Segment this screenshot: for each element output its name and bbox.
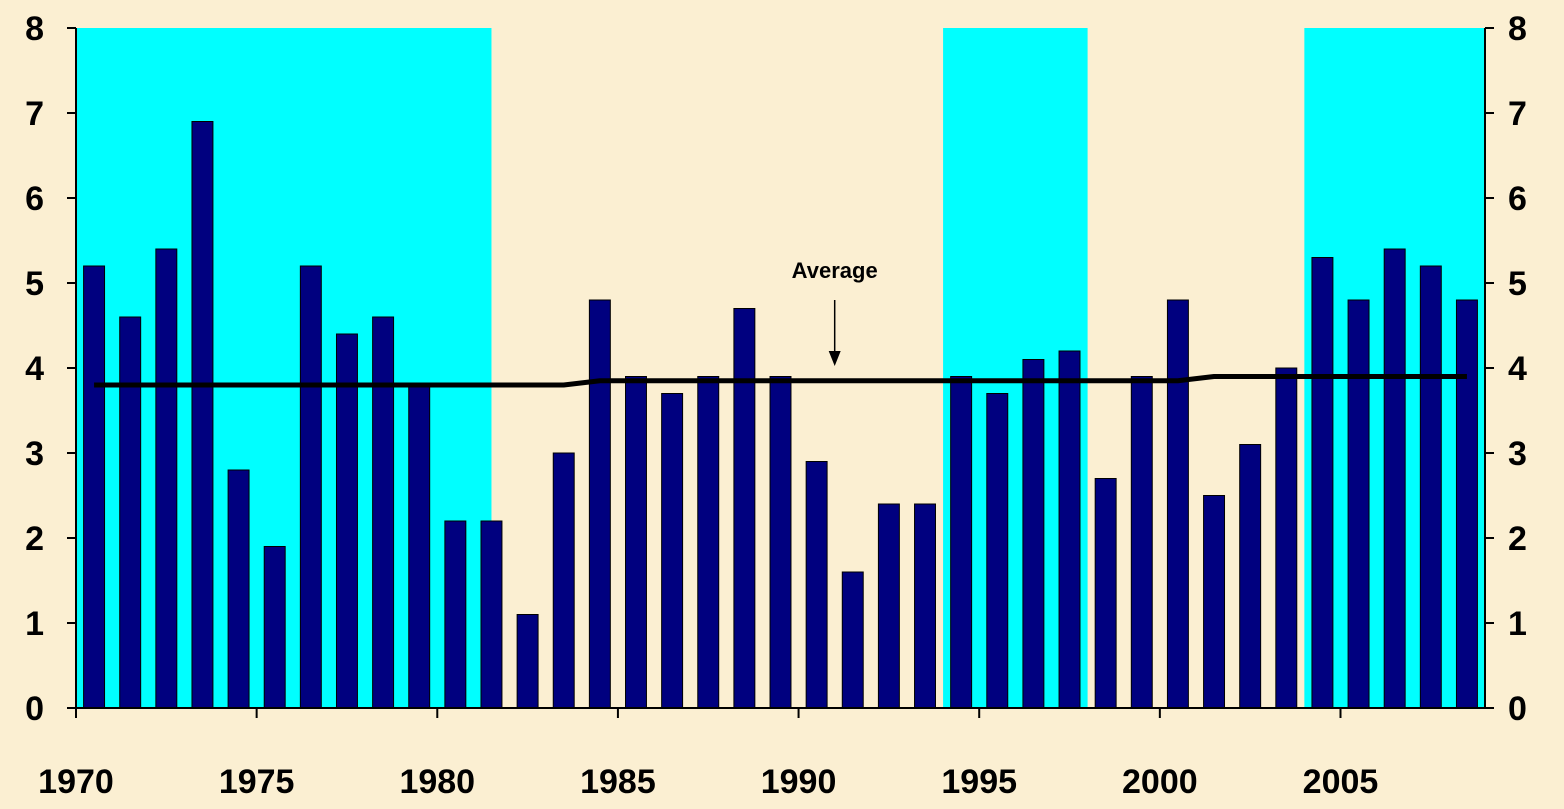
- bar-2002: [1239, 444, 1262, 709]
- x-tick-label-1980: 1980: [399, 763, 475, 801]
- bar-1970: [83, 265, 106, 709]
- x-tick-label-1975: 1975: [219, 763, 295, 801]
- bar-1999: [1130, 376, 1153, 709]
- bar-1981: [480, 520, 503, 709]
- y-tick-label-right-2: 2: [1508, 520, 1527, 558]
- bar-1980: [444, 520, 467, 709]
- bar-1994: [950, 376, 973, 709]
- bar-2003: [1275, 367, 1298, 709]
- bar-2001: [1203, 495, 1226, 709]
- x-tick-label-2005: 2005: [1303, 763, 1379, 801]
- y-tick-label-left-6: 6: [25, 180, 44, 218]
- bar-1985: [625, 376, 647, 709]
- y-tick-label-right-6: 6: [1508, 180, 1527, 218]
- bar-2008: [1455, 299, 1478, 709]
- x-tick-label-1990: 1990: [761, 763, 837, 801]
- bars: [83, 121, 1478, 709]
- bar-1982: [516, 614, 539, 709]
- bar-1988: [733, 308, 756, 709]
- annotation-arrow-head: [828, 351, 841, 366]
- bar-1996: [1022, 359, 1045, 709]
- bar-1971: [119, 316, 142, 709]
- y-tick-label-right-7: 7: [1508, 95, 1527, 133]
- y-tick-label-right-0: 0: [1508, 690, 1527, 728]
- y-tick-label-right-3: 3: [1508, 435, 1527, 473]
- bar-1975: [263, 546, 286, 709]
- bar-2000: [1166, 299, 1189, 709]
- bar-2004: [1311, 257, 1334, 709]
- bar-1989: [769, 376, 792, 709]
- y-tick-label-left-7: 7: [25, 95, 44, 133]
- y-tick-label-right-8: 8: [1508, 10, 1527, 48]
- y-tick-label-left-5: 5: [25, 265, 44, 303]
- x-tick-label-1995: 1995: [941, 763, 1017, 801]
- bar-1998: [1094, 478, 1117, 709]
- x-tick-label-1970: 1970: [38, 763, 114, 801]
- bar-1990: [805, 461, 828, 709]
- y-tick-label-right-4: 4: [1508, 350, 1527, 388]
- average-annotation-label: Average: [792, 258, 878, 283]
- tick-labels: 0 0 1 1 2 2 3 3 4 4 5 5 6 6 7 7 8 8 1970 1975 1980 1985 1990 19…: [25, 10, 1527, 801]
- average-line: [94, 374, 1467, 388]
- annotation: Average: [792, 258, 878, 366]
- y-tick-label-left-8: 8: [25, 10, 44, 48]
- y-tick-label-right-1: 1: [1508, 605, 1527, 643]
- average-line-group: [94, 374, 1467, 388]
- bar-1973: [191, 121, 214, 709]
- bar-1993: [914, 503, 936, 709]
- bar-1978: [372, 316, 395, 709]
- y-tick-label-right-5: 5: [1508, 265, 1527, 303]
- bar-1984: [588, 299, 611, 709]
- bar-1974: [227, 469, 250, 709]
- x-tick-label-1985: 1985: [580, 763, 656, 801]
- bar-1997: [1058, 350, 1081, 709]
- axes: [67, 27, 1494, 718]
- bar-1987: [697, 376, 720, 709]
- bar-2006: [1383, 248, 1406, 709]
- bar-2007: [1419, 265, 1442, 709]
- bar-1977: [335, 333, 358, 709]
- bar-1972: [155, 248, 178, 709]
- bar-1976: [299, 265, 322, 709]
- y-tick-label-left-2: 2: [25, 520, 44, 558]
- y-tick-label-left-1: 1: [25, 605, 44, 643]
- y-tick-label-left-4: 4: [25, 350, 44, 388]
- bar-1979: [408, 384, 431, 709]
- y-tick-label-left-0: 0: [25, 690, 44, 728]
- bar-1991: [841, 571, 864, 709]
- bar-1983: [552, 452, 575, 709]
- bar-2005: [1347, 299, 1370, 709]
- bar-1992: [877, 503, 900, 709]
- x-tick-label-2000: 2000: [1122, 763, 1198, 801]
- y-tick-label-left-3: 3: [25, 435, 44, 473]
- bar-1986: [661, 393, 684, 709]
- bar-1995: [986, 393, 1009, 709]
